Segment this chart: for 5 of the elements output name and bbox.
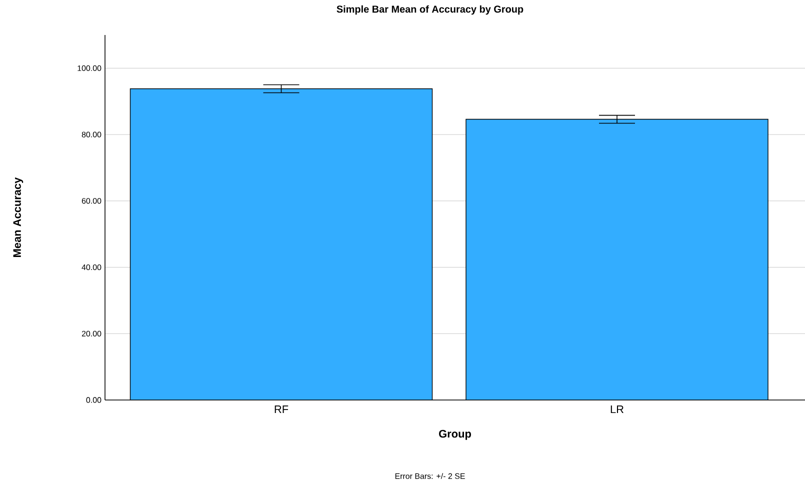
x-axis-title: Group bbox=[439, 430, 471, 440]
chart-title: Simple Bar Mean of Accuracy by Group bbox=[336, 5, 524, 15]
x-tick-label: LR bbox=[610, 406, 624, 414]
x-tick-label: RF bbox=[274, 406, 288, 414]
y-axis-title: Mean Accuracy bbox=[13, 177, 24, 257]
